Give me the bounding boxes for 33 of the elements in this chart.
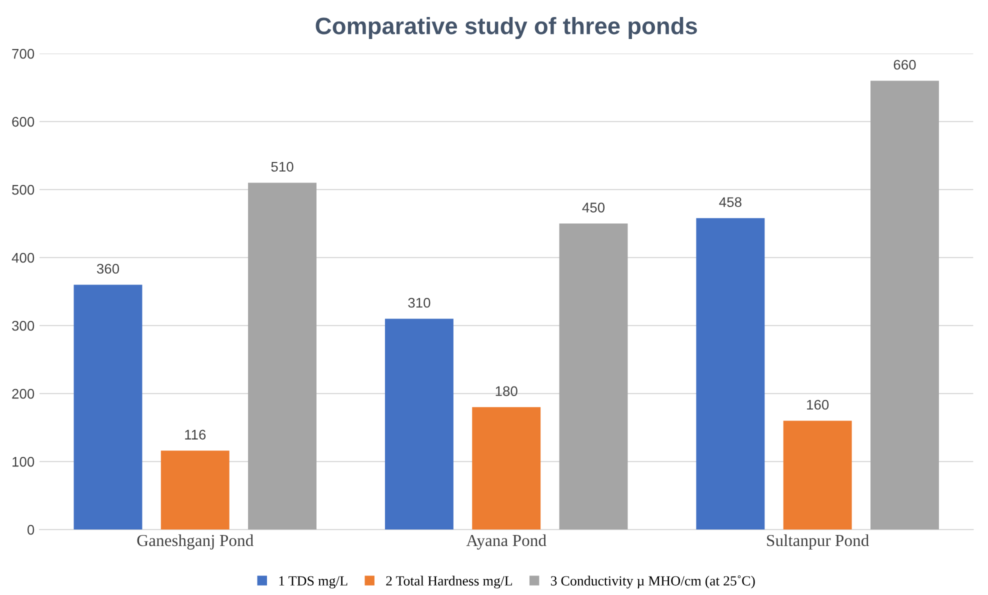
- data-label: 310: [408, 298, 430, 308]
- legend-label: 1 TDS mg/L: [279, 576, 348, 588]
- y-tick-label: 300: [12, 320, 34, 331]
- data-label: 450: [582, 202, 605, 212]
- y-tick-label: 600: [12, 116, 34, 127]
- bar: [384, 318, 454, 530]
- legend-label: 3 Conductivity µ MHO/cm (at 25˚C): [550, 575, 755, 588]
- y-tick-label: 500: [12, 184, 34, 195]
- y-tick-label: 700: [12, 48, 34, 59]
- y-tick-label: 100: [12, 456, 34, 467]
- bar: [559, 224, 628, 530]
- bar: [248, 182, 317, 530]
- data-label: 116: [185, 430, 206, 440]
- data-label: 660: [894, 60, 916, 70]
- x-tick-label: Sultanpur Pond: [767, 534, 869, 550]
- bar: [870, 80, 939, 530]
- data-label: 180: [496, 386, 518, 396]
- data-label: 510: [271, 162, 294, 172]
- data-label: 458: [719, 197, 742, 208]
- data-label: 160: [807, 400, 829, 410]
- bar: [74, 284, 142, 530]
- x-tick-label: Ayana Pond: [466, 534, 546, 550]
- chart-title: Comparative study of three ponds: [316, 16, 697, 40]
- bar: [472, 407, 541, 530]
- legend-label: 2 Total Hardness mg/L: [386, 576, 512, 588]
- bar: [160, 450, 230, 530]
- x-tick-label: Ganeshganj Pond: [137, 534, 254, 550]
- data-label: 360: [96, 264, 120, 274]
- bar: [696, 218, 765, 530]
- y-tick-label: 400: [12, 252, 34, 263]
- bar: [783, 420, 852, 530]
- y-tick-label: 200: [12, 388, 34, 399]
- y-tick-label: 0: [27, 524, 34, 535]
